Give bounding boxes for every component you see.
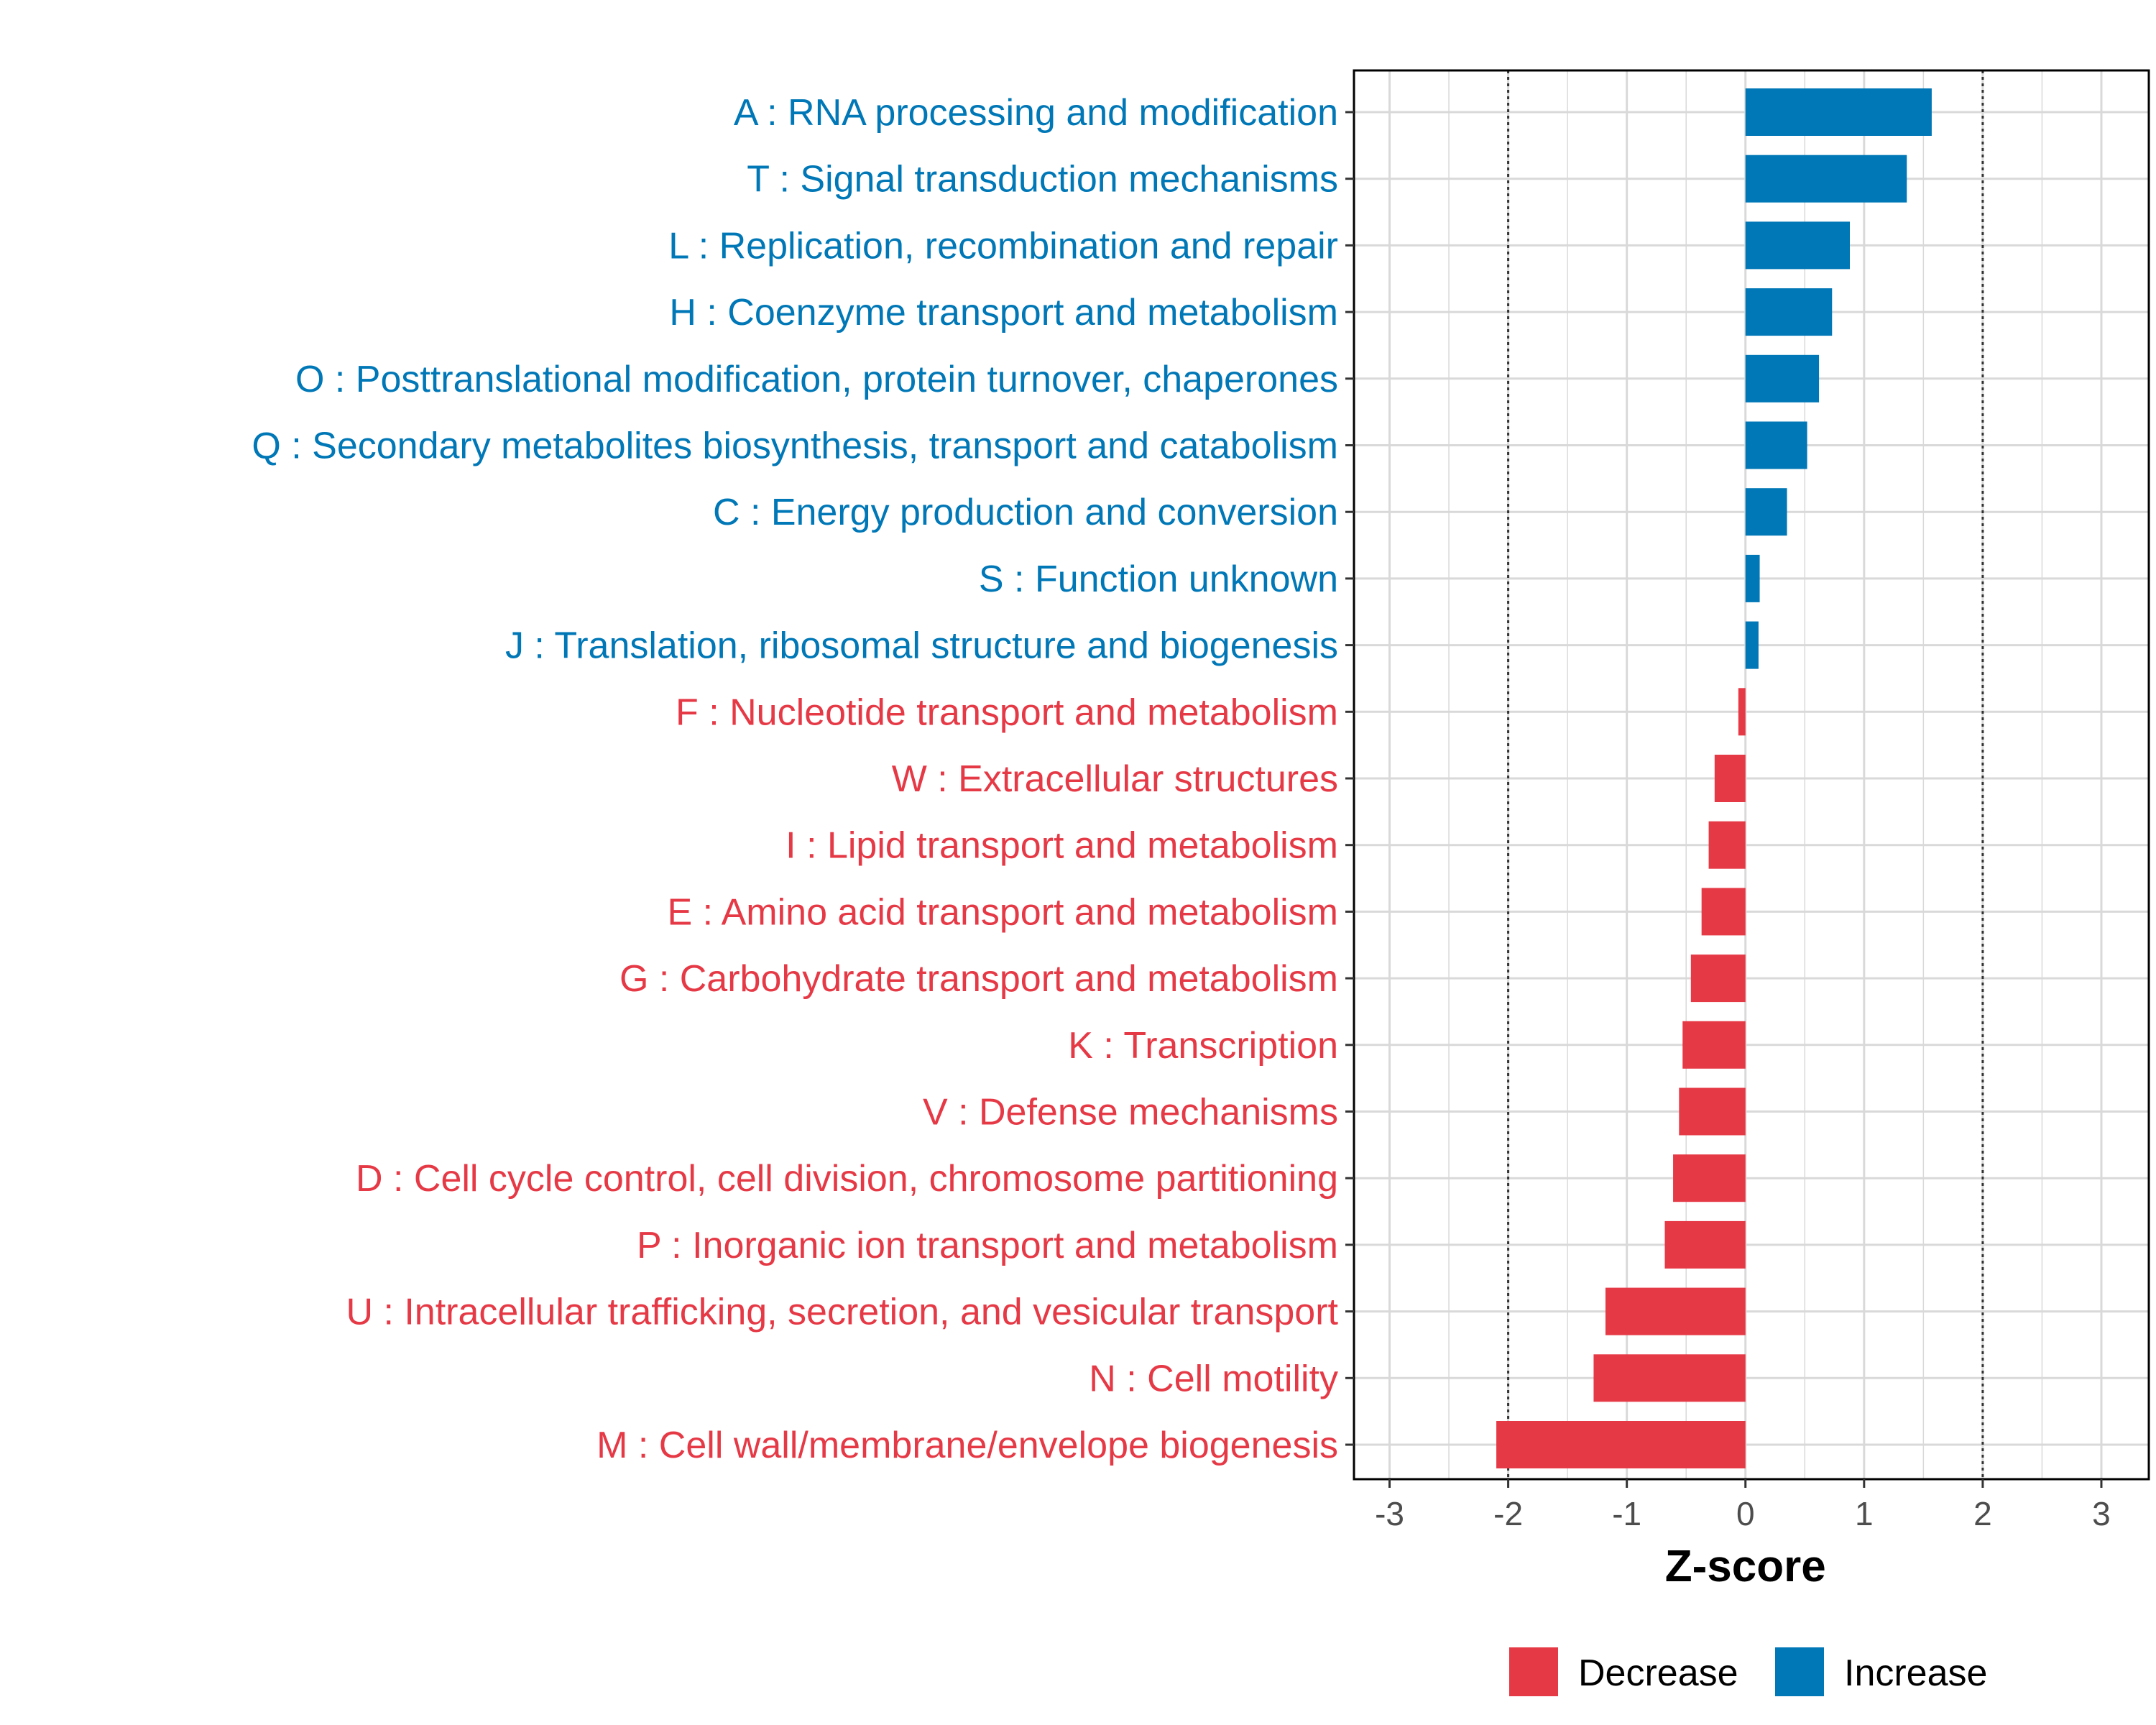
- category-label: G : Carbohydrate transport and metabolis…: [619, 958, 1338, 1000]
- bar: [1745, 155, 1907, 203]
- bar: [1745, 488, 1787, 536]
- bar: [1664, 1220, 1746, 1269]
- category-label: D : Cell cycle control, cell division, c…: [356, 1158, 1338, 1200]
- plot-panel-border: [1353, 69, 2150, 1481]
- bar: [1745, 621, 1759, 669]
- y-axis: A : RNA processing and modification T : S…: [252, 92, 1354, 1466]
- bar: [1701, 888, 1746, 936]
- category-label: K : Transcription: [1068, 1025, 1338, 1067]
- bar: [1745, 421, 1807, 469]
- x-tick-label: 1: [1855, 1495, 1874, 1532]
- legend-swatch: [1509, 1647, 1558, 1696]
- legend: Decrease Increase: [1509, 1647, 1987, 1696]
- legend-label: Decrease: [1578, 1652, 1738, 1694]
- category-label: V : Defense mechanisms: [923, 1092, 1338, 1133]
- x-tick-label: 3: [2092, 1495, 2111, 1532]
- x-tick-label: 0: [1736, 1495, 1755, 1532]
- bar: [1708, 821, 1746, 869]
- category-label: J : Translation, ribosomal structure and…: [505, 625, 1338, 667]
- category-label: N : Cell motility: [1089, 1358, 1338, 1399]
- bar: [1738, 688, 1746, 736]
- category-label: W : Extracellular structures: [892, 758, 1338, 800]
- bar: [1690, 954, 1746, 1003]
- bar: [1593, 1354, 1746, 1402]
- x-tick-label: 2: [1973, 1495, 1992, 1532]
- category-label: C : Energy production and conversion: [713, 492, 1338, 533]
- y-gridlines: [1354, 111, 2149, 1446]
- category-label: M : Cell wall/membrane/envelope biogenes…: [596, 1425, 1338, 1466]
- x-tick-label: -1: [1612, 1495, 1641, 1532]
- bar: [1745, 554, 1760, 602]
- x-axis: -3 -2 -1 0 1 2 3: [1375, 1479, 2111, 1532]
- x-tick-label: -3: [1375, 1495, 1404, 1532]
- bar: [1745, 221, 1851, 270]
- category-label: S : Function unknown: [979, 558, 1338, 600]
- category-label: P : Inorganic ion transport and metaboli…: [637, 1225, 1338, 1266]
- legend-swatch: [1775, 1647, 1824, 1696]
- category-label: I : Lipid transport and metabolism: [786, 825, 1338, 867]
- category-label: H : Coenzyme transport and metabolism: [669, 292, 1338, 334]
- bar: [1714, 755, 1746, 802]
- bar: [1682, 1021, 1746, 1069]
- category-label: U : Intracellular trafficking, secretion…: [346, 1292, 1338, 1333]
- bar: [1496, 1421, 1746, 1468]
- bar: [1605, 1287, 1746, 1335]
- bars: [1496, 88, 1932, 1468]
- plot-panel-background: [1354, 70, 2149, 1479]
- bar: [1673, 1154, 1746, 1202]
- reference-lines: [1507, 70, 1984, 1479]
- category-label: Q : Secondary metabolites biosynthesis, …: [252, 426, 1338, 467]
- bar: [1745, 288, 1833, 336]
- category-label: L : Replication, recombination and repai…: [668, 225, 1338, 267]
- bar: [1745, 88, 1932, 136]
- category-label: F : Nucleotide transport and metabolism: [676, 691, 1338, 733]
- category-label: O : Posttranslational modification, prot…: [295, 359, 1338, 400]
- x-axis-title: Z-score: [1665, 1542, 1826, 1591]
- category-label: E : Amino acid transport and metabolism: [667, 891, 1338, 933]
- category-label: A : RNA processing and modification: [734, 92, 1338, 134]
- x-tick-label: -2: [1493, 1495, 1523, 1532]
- legend-label: Increase: [1844, 1652, 1987, 1694]
- bar: [1679, 1087, 1746, 1136]
- category-label: T : Signal transduction mechanisms: [747, 159, 1338, 201]
- bar: [1745, 354, 1820, 402]
